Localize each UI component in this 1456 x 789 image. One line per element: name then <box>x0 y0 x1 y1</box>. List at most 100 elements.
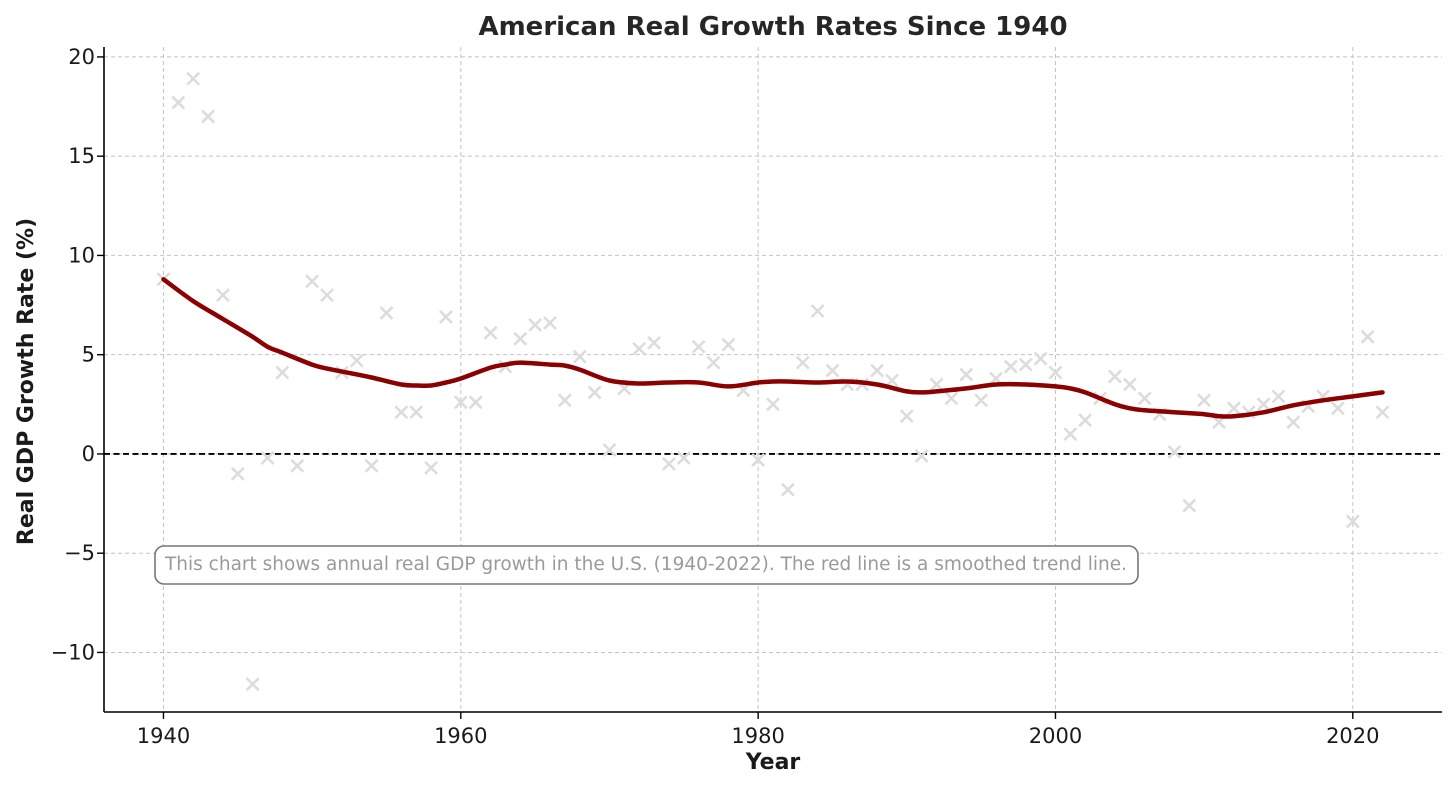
scatter-point-stroke <box>1331 401 1345 416</box>
scatter-point-stroke <box>394 405 409 420</box>
scatter-point <box>379 306 394 320</box>
y-tick-label: 0 <box>82 442 95 466</box>
x-axis-label: Year <box>745 750 801 775</box>
x-tick-label: 2020 <box>1326 724 1379 748</box>
scatter-point <box>171 95 186 110</box>
y-tick-label: 20 <box>68 45 95 69</box>
scatter-point <box>468 395 483 410</box>
scatter-point <box>870 363 884 378</box>
scatter-point-stroke <box>825 363 840 378</box>
scatter-point <box>662 456 676 471</box>
scatter-point-stroke <box>914 449 929 463</box>
scatter-point <box>1033 351 1048 366</box>
scatter-point-stroke <box>691 339 706 354</box>
scatter-point-stroke <box>528 317 543 332</box>
scatter-point-stroke <box>483 325 498 340</box>
scatter-point-stroke <box>320 288 334 303</box>
scatter-point-stroke <box>1018 357 1033 372</box>
scatter-point <box>1256 397 1271 412</box>
scatter-point-stroke <box>944 391 959 406</box>
scatter-point <box>1360 329 1375 344</box>
scatter-layer <box>156 71 1390 692</box>
scatter-point-stroke <box>1003 359 1018 374</box>
axes-layer <box>103 47 1442 713</box>
scatter-point-stroke <box>766 397 780 412</box>
scatter-point-stroke <box>1345 514 1360 529</box>
scatter-point-stroke <box>513 331 528 346</box>
scatter-point <box>632 341 647 356</box>
scatter-point-stroke <box>216 288 230 303</box>
y-tick-label: 10 <box>68 243 95 267</box>
scatter-point-stroke <box>201 109 215 124</box>
scatter-point-stroke <box>780 482 795 497</box>
scatter-point-stroke <box>751 452 766 467</box>
scatter-point-stroke <box>1197 393 1212 408</box>
x-tick-label: 1980 <box>731 724 784 748</box>
scatter-point-stroke <box>230 466 245 481</box>
scatter-point-stroke <box>1375 405 1390 420</box>
scatter-point-stroke <box>602 443 617 457</box>
x-tick-label: 2000 <box>1029 724 1082 748</box>
trend-line <box>161 277 1385 419</box>
scatter-point-stroke <box>885 373 899 388</box>
scatter-point <box>216 288 230 303</box>
scatter-point <box>691 339 706 354</box>
scatter-point-stroke <box>1360 329 1375 344</box>
scatter-point <box>1063 427 1078 442</box>
scatter-point-stroke <box>676 450 691 465</box>
annotation: This chart shows annual real GDP growth … <box>154 545 1139 585</box>
scatter-point <box>1167 445 1182 459</box>
scatter-point <box>1137 391 1152 406</box>
scatter-point <box>1048 365 1063 380</box>
scatter-point-stroke <box>647 335 661 350</box>
scatter-point <box>1122 377 1137 392</box>
scatter-point-stroke <box>721 337 736 352</box>
scatter-point <box>1226 401 1241 416</box>
scatter-point-stroke <box>572 349 587 364</box>
scatter-point <box>245 677 260 692</box>
scatter-point <box>439 310 453 324</box>
scatter-point <box>1003 359 1018 374</box>
scatter-point <box>1286 415 1301 430</box>
scatter-point <box>1375 405 1390 420</box>
scatter-point-stroke <box>275 365 290 380</box>
scatter-point <box>483 325 498 340</box>
trend-layer <box>161 277 1385 419</box>
scatter-point-stroke <box>260 450 275 465</box>
scatter-point <box>810 304 825 318</box>
scatter-point-stroke <box>706 355 721 370</box>
scatter-point-stroke <box>439 310 453 324</box>
scatter-point <box>260 450 275 465</box>
y-axis-label: Real GDP Growth Rate (%) <box>14 218 39 545</box>
scatter-point-stroke <box>632 341 647 356</box>
scatter-point <box>290 458 305 473</box>
scatter-point-stroke <box>1078 413 1093 428</box>
scatter-point <box>944 391 959 406</box>
scatter-point <box>1331 401 1345 416</box>
scatter-point-stroke <box>1256 397 1271 412</box>
scatter-point-stroke <box>1137 391 1152 406</box>
scatter-point-stroke <box>870 363 884 378</box>
scatter-point-stroke <box>364 458 379 473</box>
scatter-point-stroke <box>468 395 483 410</box>
scatter-point <box>602 443 617 457</box>
scatter-point <box>1018 357 1033 372</box>
scatter-point-stroke <box>424 460 438 475</box>
annotation-box <box>154 545 1139 585</box>
scatter-point <box>825 363 840 378</box>
scatter-point <box>795 355 810 370</box>
scatter-point <box>275 365 290 380</box>
scatter-point <box>186 71 201 86</box>
scatter-point-stroke <box>662 456 676 471</box>
x-tick-label: 1940 <box>137 724 190 748</box>
scatter-point <box>572 349 587 364</box>
y-tick-label: 15 <box>68 144 95 168</box>
scatter-point <box>706 355 721 370</box>
scatter-point <box>513 331 528 346</box>
scatter-point-stroke <box>1271 389 1286 404</box>
scatter-point <box>959 367 974 382</box>
scatter-point-stroke <box>349 353 364 368</box>
chart-title: American Real Growth Rates Since 1940 <box>478 12 1067 42</box>
